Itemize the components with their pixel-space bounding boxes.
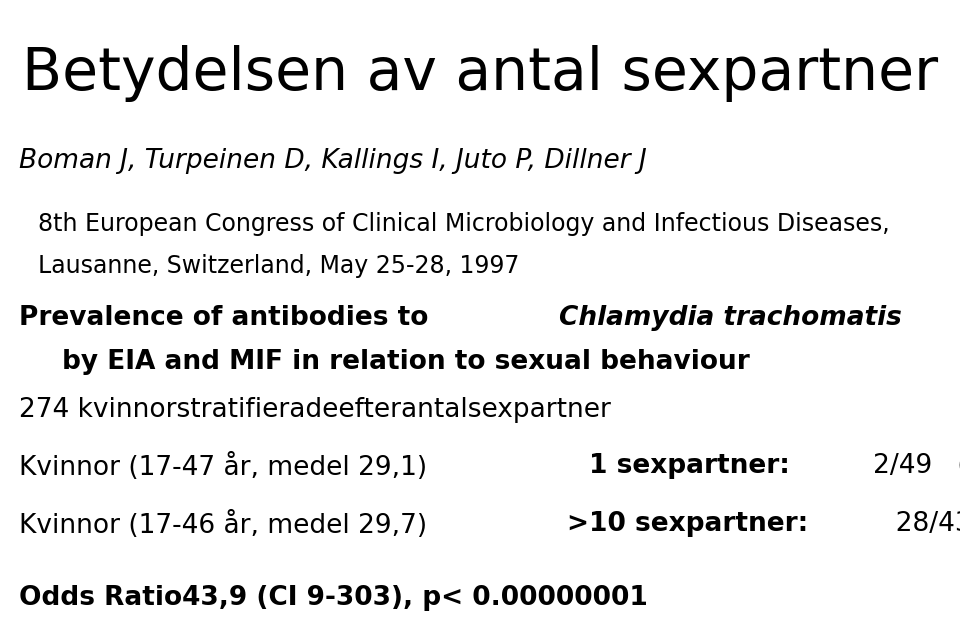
Text: >10 sexpartner:: >10 sexpartner: [567, 511, 808, 537]
Text: 274 kvinnorstratifieradeefterantalsexpartner: 274 kvinnorstratifieradeefterantalsexpar… [19, 397, 612, 423]
Text: 2/49   (4%): 2/49 (4%) [849, 453, 960, 479]
Text: Lausanne, Switzerland, May 25-28, 1997: Lausanne, Switzerland, May 25-28, 1997 [38, 254, 519, 278]
Text: 8th European Congress of Clinical Microbiology and Infectious Diseases,: 8th European Congress of Clinical Microb… [38, 212, 890, 236]
Text: Chlamydia trachomatis: Chlamydia trachomatis [559, 305, 902, 331]
Text: Betydelsen av antal sexpartner: Betydelsen av antal sexpartner [22, 45, 938, 102]
Text: Odds Ratio43,9 (CI 9-303), p< 0.00000001: Odds Ratio43,9 (CI 9-303), p< 0.00000001 [19, 585, 648, 611]
Text: Kvinnor (17-46 år, medel 29,7): Kvinnor (17-46 år, medel 29,7) [19, 511, 444, 539]
Text: by EIA and MIF in relation to sexual behaviour: by EIA and MIF in relation to sexual beh… [62, 349, 750, 374]
Text: 1 sexpartner:: 1 sexpartner: [589, 453, 790, 479]
Text: 28/43 (65%): 28/43 (65%) [878, 511, 960, 537]
Text: Boman J, Turpeinen D, Kallings I, Juto P, Dillner J: Boman J, Turpeinen D, Kallings I, Juto P… [19, 148, 647, 174]
Text: Kvinnor (17-47 år, medel 29,1): Kvinnor (17-47 år, medel 29,1) [19, 453, 461, 482]
Text: Prevalence of antibodies to: Prevalence of antibodies to [19, 305, 438, 331]
